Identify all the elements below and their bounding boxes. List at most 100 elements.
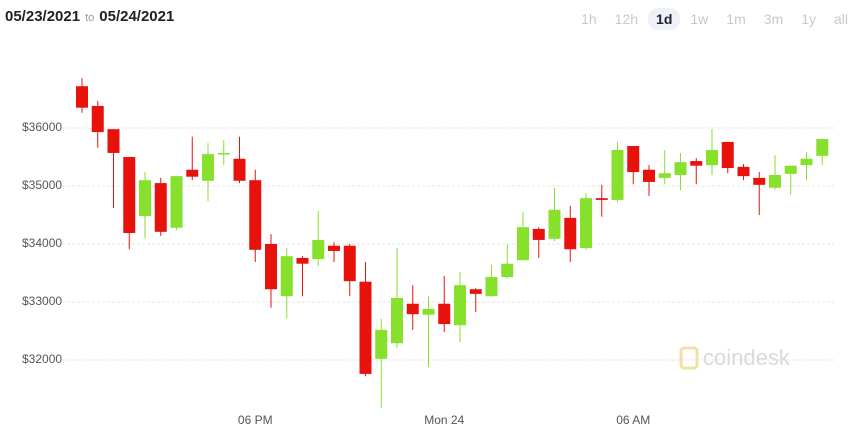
candle-body [753, 177, 766, 185]
candle-body [485, 277, 498, 297]
candle [643, 165, 655, 196]
candle [690, 158, 703, 185]
y-tick-label: $36000 [22, 120, 62, 134]
candle-body [627, 145, 640, 173]
candle [296, 256, 309, 297]
range-button[interactable]: 1d [648, 8, 681, 30]
candle [706, 129, 718, 175]
candle [91, 100, 104, 148]
candle-body [658, 173, 671, 178]
range-button[interactable]: 3m [763, 11, 784, 27]
candle-body [611, 150, 624, 200]
candle-body [816, 139, 829, 156]
candle-body [469, 289, 482, 294]
date-range: 05/23/2021 to 05/24/2021 [5, 8, 174, 25]
candle-body [721, 141, 734, 169]
candle-body [438, 303, 451, 325]
watermark: coindesk [679, 345, 791, 370]
y-tick-label: $34000 [22, 236, 62, 250]
candle [76, 78, 88, 113]
x-tick-label: 06 AM [616, 413, 650, 427]
candle [737, 163, 750, 181]
candle-body [139, 180, 151, 217]
date-from: 05/23/2021 [5, 8, 81, 25]
candle-body [391, 297, 403, 344]
candle [769, 155, 781, 191]
candle-body [154, 183, 167, 232]
candle [186, 136, 199, 181]
candle [517, 212, 529, 261]
candle-body [690, 161, 703, 166]
candle [139, 172, 151, 239]
candle-body [564, 217, 577, 250]
candle [548, 187, 561, 242]
candle [674, 152, 687, 191]
candle [595, 184, 608, 217]
candle-body [595, 198, 608, 200]
candle-body [265, 244, 277, 290]
to-word: to [85, 12, 95, 24]
candle [532, 227, 545, 258]
candle [485, 264, 498, 297]
range-button[interactable]: all [833, 11, 848, 27]
date-to: 05/24/2021 [99, 8, 175, 25]
candle-body [580, 198, 592, 249]
candle-body [706, 150, 718, 166]
candle [375, 318, 388, 409]
candle [328, 242, 340, 262]
candle [202, 143, 214, 202]
candle [611, 141, 624, 203]
range-button[interactable]: 1m [726, 11, 746, 27]
candle [249, 169, 262, 262]
candle-body [800, 158, 813, 166]
range-button[interactable]: 1w [690, 11, 709, 27]
candle-body [343, 245, 356, 282]
candle-body [170, 176, 183, 228]
range-button[interactable]: 1h [581, 11, 597, 27]
candle [422, 296, 435, 367]
candle [154, 177, 167, 236]
candle-body [91, 105, 104, 133]
y-tick-label: $33000 [22, 294, 62, 308]
candle-body [422, 308, 435, 315]
candle [280, 248, 293, 319]
candle-body [107, 129, 120, 153]
candle [658, 150, 671, 185]
candle [359, 261, 372, 377]
watermark-icon [679, 346, 699, 370]
candle-body [76, 86, 88, 108]
watermark-text: coindesk [703, 345, 791, 370]
candle-body [784, 165, 797, 174]
candle [469, 288, 482, 312]
candle-body [186, 169, 199, 177]
candle [800, 151, 813, 181]
candle [107, 129, 120, 209]
candle [406, 285, 419, 330]
range-button[interactable]: 12h [614, 11, 639, 27]
y-tick-label: $32000 [22, 352, 62, 366]
candle [391, 248, 403, 348]
candle-body [280, 256, 293, 297]
candle-body [737, 166, 750, 177]
candle-body [643, 169, 655, 182]
candle-body [674, 162, 687, 175]
candle-body [375, 329, 388, 359]
candle-body [501, 263, 514, 278]
candle [312, 210, 325, 267]
candle-body [359, 281, 372, 374]
candle-body [123, 157, 136, 233]
range-button[interactable]: 1y [801, 11, 816, 27]
candle [784, 165, 797, 195]
x-tick-label: 06 PM [238, 413, 273, 427]
candle [501, 244, 514, 279]
candle-body [249, 180, 262, 250]
candle [170, 176, 183, 231]
candle [580, 192, 592, 250]
candle [564, 205, 577, 262]
candle [265, 234, 277, 308]
candle [816, 139, 829, 166]
y-tick-label: $35000 [22, 178, 62, 192]
candle [454, 271, 466, 343]
